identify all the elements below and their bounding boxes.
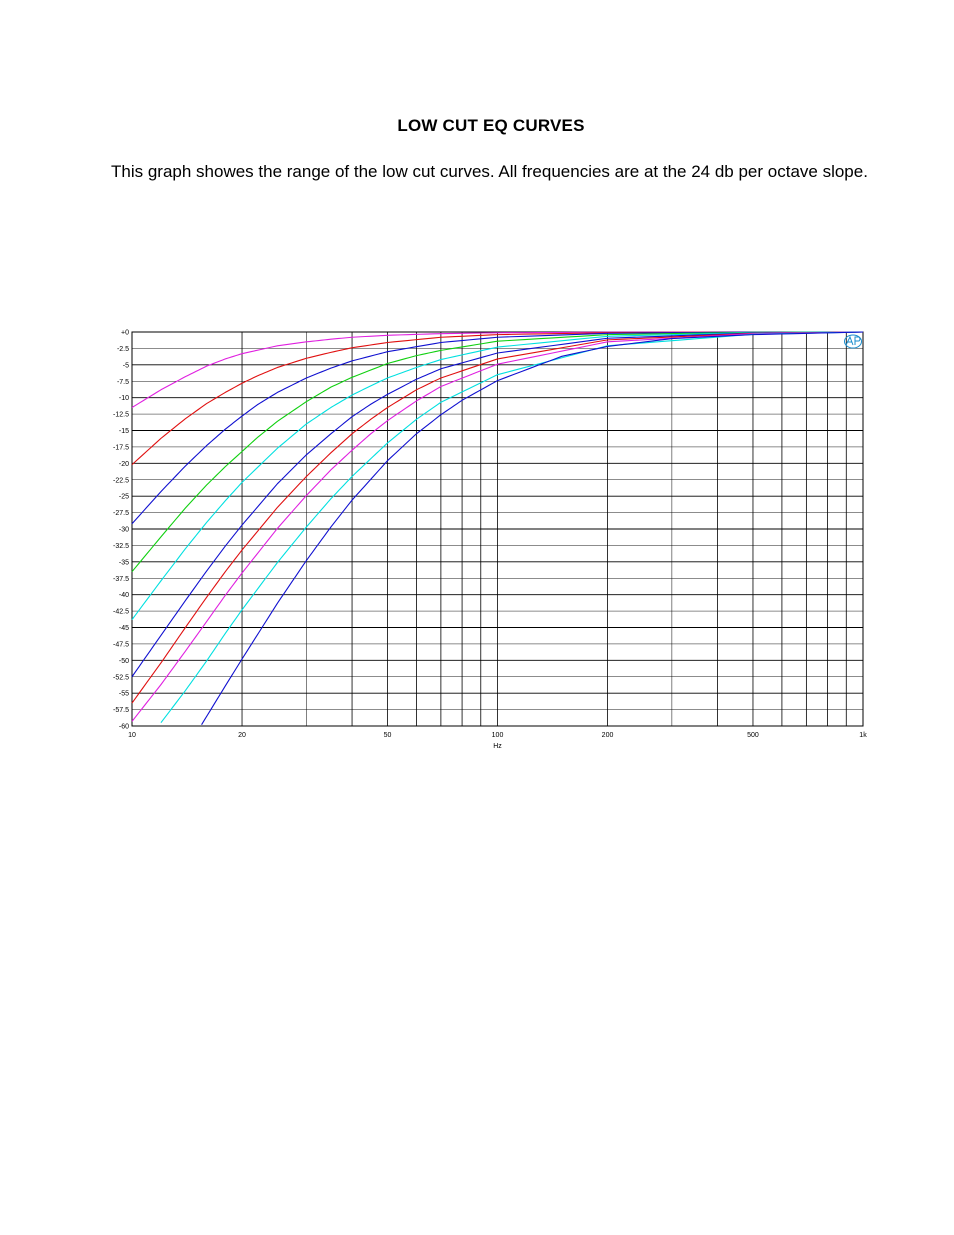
series-line-5 — [131, 331, 864, 620]
series-line-7 — [131, 331, 864, 704]
y-tick-label: -15 — [119, 428, 129, 435]
series-line-8 — [131, 331, 864, 722]
x-tick-label: 200 — [602, 732, 614, 739]
y-tick-label: -45 — [119, 625, 129, 632]
y-tick-label: -35 — [119, 559, 129, 566]
y-tick-label: -40 — [119, 592, 129, 599]
y-tick-label: -5 — [123, 362, 129, 369]
y-tick-label: -32.5 — [113, 543, 129, 550]
series-line-3 — [131, 331, 863, 525]
series-line-1 — [131, 331, 863, 408]
x-axis-label: Hz — [493, 743, 502, 750]
document-description: This graph showes the range of the low c… — [111, 162, 868, 181]
x-tick-label: 500 — [747, 732, 759, 739]
y-tick-label: -50 — [119, 658, 129, 665]
y-tick-label: -10 — [119, 395, 129, 402]
series-line-6 — [131, 331, 864, 678]
series-line-4 — [131, 331, 864, 573]
y-tick-label: -2.5 — [117, 346, 129, 353]
chart-grid — [131, 331, 864, 727]
series-line-10 — [201, 331, 864, 725]
series-line-2 — [131, 331, 863, 466]
x-tick-label: 50 — [384, 732, 392, 739]
chart-axes: +0 -2.5 -5 -7.5 -10 -12.5 -15 -17.5 -20 -22.5 -25 -… — [113, 330, 867, 751]
y-tick-label: -30 — [119, 527, 129, 534]
y-tick-label: -20 — [119, 461, 129, 468]
y-tick-label: +0 — [121, 330, 129, 337]
x-tick-label: 20 — [238, 732, 246, 739]
ap-logo — [844, 334, 862, 349]
y-tick-label: -47.5 — [113, 641, 129, 648]
y-tick-label: -57.5 — [113, 707, 129, 714]
y-tick-label: -52.5 — [113, 674, 129, 681]
chart-series — [131, 331, 864, 725]
y-tick-label: -7.5 — [117, 379, 129, 386]
y-tick-label: -27.5 — [113, 510, 129, 517]
y-tick-label: -17.5 — [113, 444, 129, 451]
low-cut-eq-chart: +0 -2.5 -5 -7.5 -10 -12.5 -15 -17.5 -20 -22.5 -25 -… — [113, 330, 867, 751]
x-tick-label: 1k — [859, 732, 867, 739]
x-tick-label: 10 — [128, 732, 136, 739]
y-tick-label: -22.5 — [113, 477, 129, 484]
y-tick-label: -42.5 — [113, 609, 129, 616]
y-tick-label: -25 — [119, 494, 129, 501]
y-tick-label: -37.5 — [113, 576, 129, 583]
y-tick-label: -55 — [119, 691, 129, 698]
x-tick-label: 100 — [492, 732, 504, 739]
document-title: LOW CUT EQ CURVES — [397, 116, 585, 135]
series-line-9 — [160, 331, 864, 724]
y-tick-label: -12.5 — [113, 412, 129, 419]
y-tick-label: -60 — [119, 724, 129, 731]
